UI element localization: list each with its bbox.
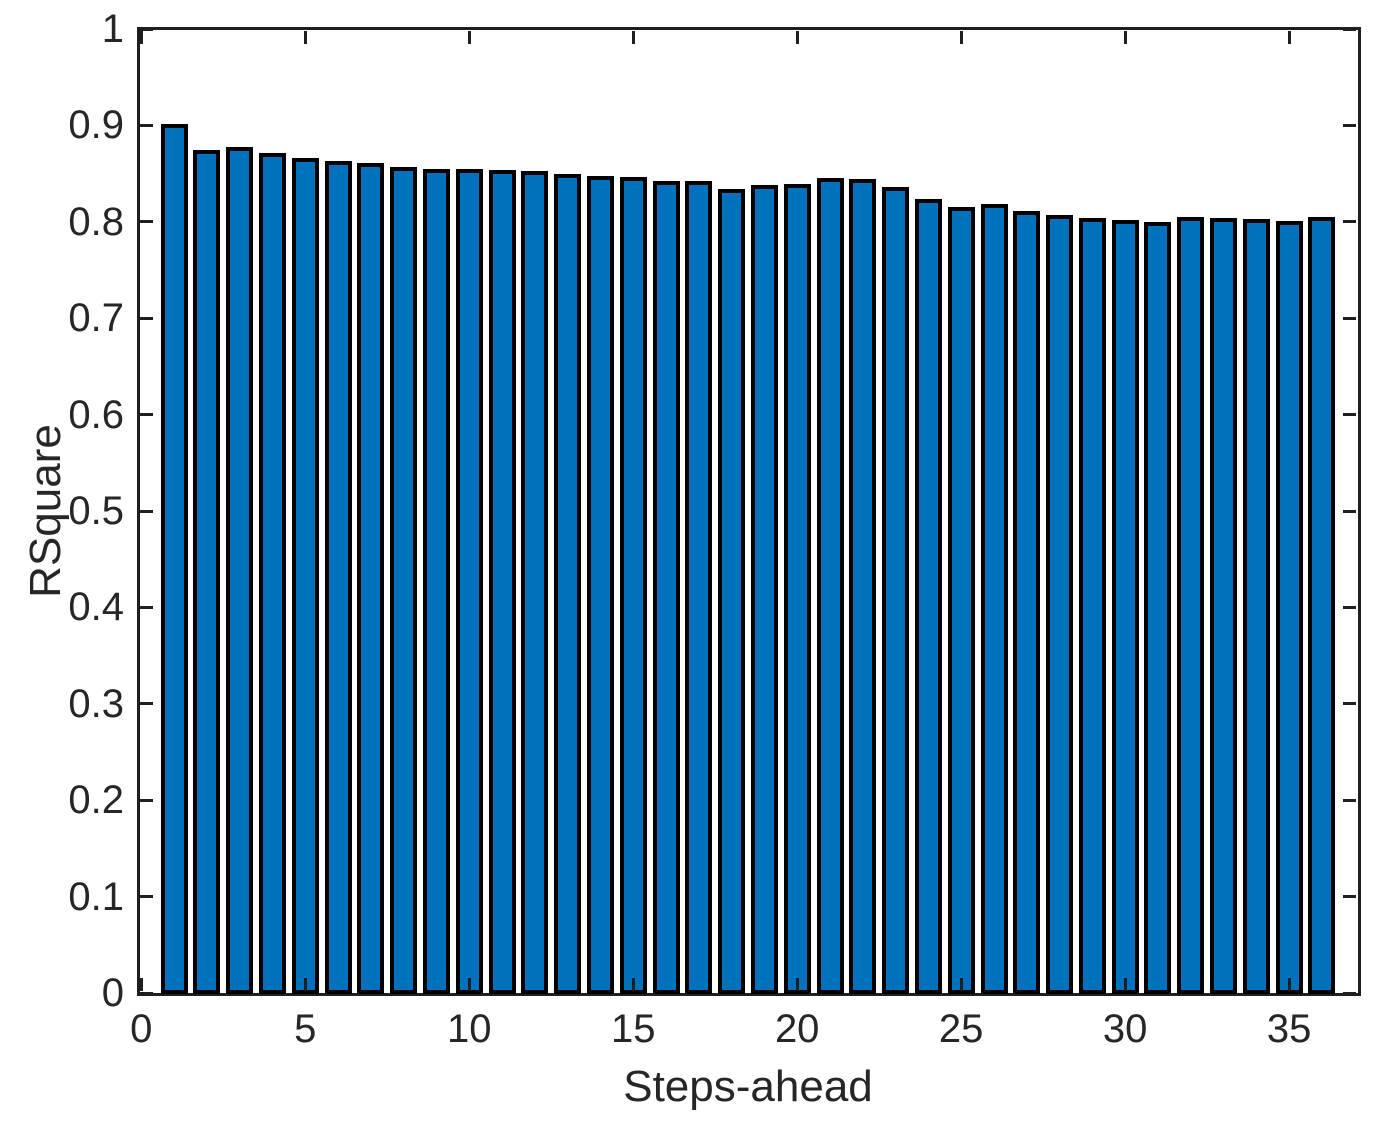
y-tick-mark [140,702,153,706]
bar [783,184,811,994]
y-tick-label: 0.9 [68,103,124,148]
bar [980,203,1008,994]
y-tick-label: 0 [101,971,124,1015]
bar [1013,211,1041,994]
x-tick-mark [1123,978,1127,991]
bar [947,207,975,994]
bar [652,181,680,994]
x-tick-label: 25 [938,1007,984,1051]
x-tick-label: 0 [130,1007,153,1051]
y-tick-mark-right [1343,220,1356,224]
bar [554,173,582,994]
y-tick-mark [140,991,153,995]
x-tick-mark [795,978,799,991]
bar [291,158,319,994]
y-tick-mark-right [1343,605,1356,609]
x-tick-mark [631,978,635,991]
y-tick-mark-right [1343,27,1356,31]
y-tick-label: 0.5 [68,489,124,533]
bar [849,179,877,994]
bar [390,166,418,994]
y-tick-label: 0.6 [68,392,124,437]
x-tick-mark [467,978,471,991]
bar [521,170,549,994]
y-tick-label: 0.4 [68,585,124,630]
bar [259,153,286,994]
y-axis-label: RSquare [21,424,70,598]
x-tick-mark-top [959,31,963,44]
y-tick-label: 0.3 [68,681,124,726]
y-tick-mark-right [1343,991,1356,995]
x-tick-mark-top [467,31,471,44]
y-tick-mark-right [1343,895,1356,899]
y-tick-mark-right [1343,702,1356,706]
x-tick-label: 30 [1102,1007,1148,1051]
x-tick-mark [1287,978,1291,991]
x-tick-label: 10 [446,1007,492,1051]
bar [685,181,713,994]
x-tick-mark-top [303,31,307,44]
bar [1111,219,1139,994]
y-tick-mark-right [1343,509,1356,513]
x-tick-mark-top [631,31,635,44]
y-tick-mark-right [1343,123,1356,127]
x-tick-mark [303,978,307,991]
x-tick-label: 35 [1266,1007,1312,1051]
x-tick-label: 20 [774,1007,820,1051]
bar [422,168,450,994]
y-tick-mark [140,509,153,513]
y-tick-mark-right [1343,316,1356,320]
y-tick-label: 0.7 [68,296,124,341]
y-tick-mark-right [1343,798,1356,802]
bar [226,146,254,994]
x-tick-mark-top [1123,31,1127,44]
bar [816,178,844,994]
y-tick-mark [140,895,153,899]
bar [1308,217,1336,994]
bar [1144,221,1172,994]
y-tick-mark [140,220,153,224]
bar [1078,217,1106,994]
bar [619,176,647,994]
y-tick-mark [140,316,153,320]
bar [1177,217,1205,994]
y-tick-mark [140,798,153,802]
bar [160,124,188,994]
x-tick-label: 15 [610,1007,656,1051]
bar [1275,220,1303,994]
plot-area [137,27,1361,996]
x-tick-mark [139,978,143,991]
bar [882,187,910,994]
bar [914,198,942,994]
x-tick-mark-top [1287,31,1291,44]
y-tick-mark [140,27,153,31]
x-tick-mark [959,978,963,991]
x-axis-label: Steps-ahead [623,1062,873,1111]
y-tick-mark-right [1343,413,1356,417]
y-tick-label: 0.1 [68,874,124,919]
y-tick-mark [140,123,153,127]
bar [718,189,746,994]
bar [1210,217,1237,994]
x-tick-mark-top [139,31,143,44]
y-tick-label: 0.8 [68,199,124,244]
bar [488,169,516,994]
bar [750,185,778,994]
bar [324,161,352,994]
bar [357,163,385,994]
y-tick-label: 1 [101,7,124,51]
y-tick-mark [140,605,153,609]
y-tick-mark [140,413,153,417]
bar [1046,215,1074,994]
bar [586,175,614,994]
bar [1242,218,1270,994]
x-tick-mark-top [795,31,799,44]
x-tick-label: 5 [294,1007,317,1051]
y-tick-label: 0.2 [68,778,124,823]
bar [193,149,221,994]
bar [455,168,483,994]
